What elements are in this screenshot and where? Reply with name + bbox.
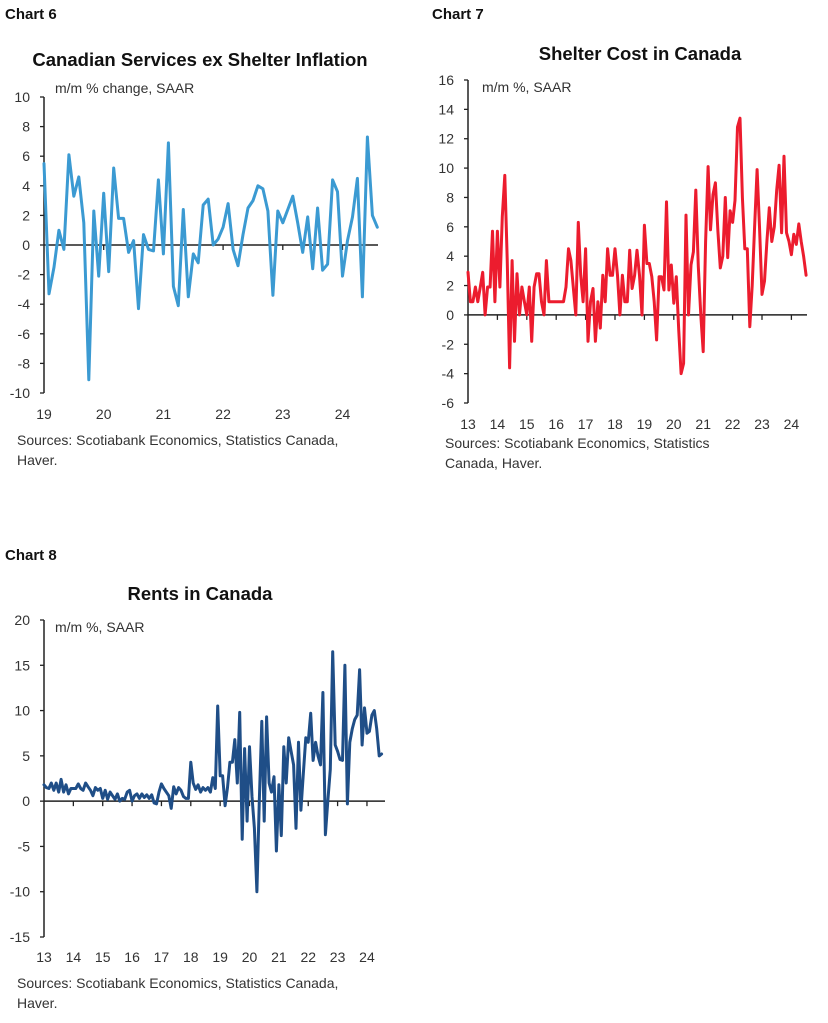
y-tick-label: -4 — [18, 296, 31, 312]
y-tick-label: -2 — [442, 336, 455, 352]
chart-8-sources-line-1: Sources: Scotiabank Economics, Statistic… — [17, 975, 339, 991]
x-tick-label: 22 — [300, 949, 316, 965]
y-tick-label: 14 — [438, 101, 454, 117]
y-tick-label: 20 — [14, 612, 30, 628]
x-tick-label: 20 — [666, 416, 682, 432]
x-tick-label: 17 — [578, 416, 594, 432]
x-tick-label: 23 — [275, 406, 291, 422]
chart-8-title: Rents in Canada — [127, 583, 273, 604]
chart-8-label: Chart 8 — [5, 547, 57, 564]
y-tick-label: 8 — [446, 189, 454, 205]
chart-6-series-line — [42, 135, 379, 382]
x-tick-label: 15 — [95, 949, 111, 965]
x-tick-label: 14 — [66, 949, 82, 965]
chart-8-sources-line-2: Haver. — [17, 995, 58, 1011]
y-tick-label: -4 — [442, 366, 455, 382]
y-tick-label: -2 — [18, 267, 31, 283]
y-tick-label: 0 — [22, 793, 30, 809]
x-tick-label: 14 — [490, 416, 506, 432]
y-tick-label: 16 — [438, 72, 454, 88]
chart-7-sources-line-2: Canada, Haver. — [445, 455, 543, 471]
x-tick-label: 21 — [695, 416, 711, 432]
chart-6-title: Canadian Services ex Shelter Inflation — [32, 49, 368, 70]
x-tick-label: 22 — [215, 406, 231, 422]
chart-7-series-line — [466, 116, 808, 376]
y-tick-label: -5 — [18, 838, 31, 854]
chart-7-sources: Sources: Scotiabank Economics, Statistic… — [445, 433, 710, 473]
y-tick-label: 4 — [446, 248, 454, 264]
chart-8-series-line — [42, 650, 384, 894]
chart-6-label: Chart 6 — [5, 6, 57, 23]
y-tick-label: 6 — [446, 219, 454, 235]
chart-8-sources: Sources: Scotiabank Economics, Statistic… — [17, 973, 338, 1013]
x-tick-label: 19 — [212, 949, 228, 965]
y-tick-label: -6 — [442, 395, 455, 411]
y-tick-label: -15 — [10, 929, 30, 945]
x-tick-label: 15 — [519, 416, 535, 432]
chart-6-sources: Sources: Scotiabank Economics, Statistic… — [17, 430, 338, 470]
x-tick-label: 18 — [607, 416, 623, 432]
y-tick-label: -10 — [10, 884, 30, 900]
x-tick-label: 21 — [156, 406, 172, 422]
chart-7-title: Shelter Cost in Canada — [538, 43, 742, 64]
y-tick-label: 2 — [446, 278, 454, 294]
x-tick-label: 24 — [335, 406, 351, 422]
x-tick-label: 17 — [154, 949, 170, 965]
chart-8-plot: 20 15 10 5 0 -5 -10 -15 13 14 15 16 17 18 19 20 21 22 23 24… — [10, 612, 385, 965]
y-tick-label: 15 — [14, 657, 30, 673]
y-tick-label: -10 — [10, 385, 30, 401]
chart-6-sources-line-1: Sources: Scotiabank Economics, Statistic… — [17, 432, 339, 448]
y-tick-label: 2 — [22, 207, 30, 223]
y-tick-label: 10 — [438, 160, 454, 176]
chart-7-sources-line-1: Sources: Scotiabank Economics, Statistic… — [445, 435, 710, 451]
y-tick-label: 6 — [22, 148, 30, 164]
x-tick-label: 22 — [725, 416, 741, 432]
x-tick-label: 20 — [242, 949, 258, 965]
chart-7-unit-label: m/m %, SAAR — [482, 79, 571, 95]
x-tick-label: 19 — [637, 416, 653, 432]
x-tick-label: 20 — [96, 406, 112, 422]
chart-6-sources-line-2: Haver. — [17, 452, 58, 468]
y-tick-label: 5 — [22, 748, 30, 764]
y-tick-label: -6 — [18, 326, 31, 342]
x-tick-label: 19 — [36, 406, 52, 422]
x-tick-label: 16 — [124, 949, 140, 965]
chart-8-unit-label: m/m %, SAAR — [55, 619, 144, 635]
y-tick-label: 0 — [22, 237, 30, 253]
x-tick-label: 21 — [271, 949, 287, 965]
y-tick-label: 10 — [14, 89, 30, 105]
x-tick-label: 13 — [460, 416, 476, 432]
x-tick-label: 23 — [754, 416, 770, 432]
x-tick-label: 24 — [784, 416, 800, 432]
y-tick-label: 12 — [438, 131, 454, 147]
y-tick-label: -8 — [18, 355, 31, 371]
y-tick-label: 0 — [446, 307, 454, 323]
x-tick-label: 13 — [36, 949, 52, 965]
chart-6-unit-label: m/m % change, SAAR — [55, 80, 194, 96]
x-tick-label: 16 — [548, 416, 564, 432]
chart-7-label: Chart 7 — [432, 6, 484, 23]
x-tick-label: 24 — [359, 949, 375, 965]
y-tick-label: 10 — [14, 703, 30, 719]
x-tick-label: 18 — [183, 949, 199, 965]
x-tick-label: 23 — [330, 949, 346, 965]
y-tick-label: 8 — [22, 119, 30, 135]
y-tick-label: 4 — [22, 178, 30, 194]
